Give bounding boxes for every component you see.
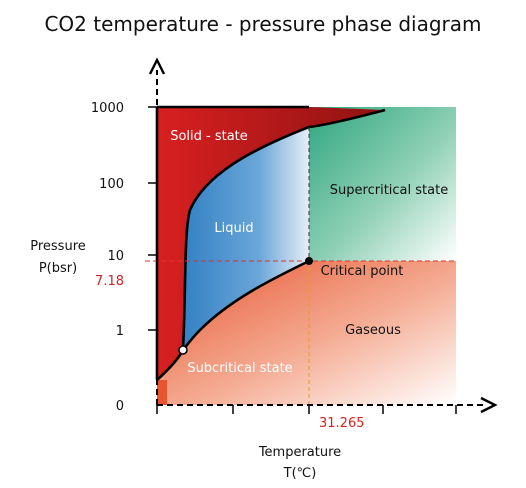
supercritical-label: Supercritical state bbox=[330, 183, 448, 198]
x-axis-unit: T(℃) bbox=[283, 466, 317, 481]
y-tick-label: 10 bbox=[107, 249, 124, 264]
solid-region bbox=[157, 107, 385, 380]
x-axis-arrow bbox=[480, 396, 498, 414]
melting-curve bbox=[181, 108, 386, 351]
y-axis-arrow bbox=[148, 57, 166, 75]
diagram-title: CO2 temperature - pressure phase diagram bbox=[44, 12, 481, 36]
y-tick-label: 1 bbox=[116, 324, 124, 339]
critical-pressure-label: 7.18 bbox=[95, 274, 124, 289]
y-axis-label: Pressure bbox=[30, 239, 86, 254]
solid-state-label: Solid - state bbox=[170, 129, 248, 144]
liquid-region bbox=[183, 127, 309, 350]
liquid-label: Liquid bbox=[214, 221, 253, 236]
critical-point-marker bbox=[305, 257, 313, 265]
vaporization-curve bbox=[181, 259, 310, 351]
y-tick-label: 0 bbox=[116, 399, 124, 414]
y-axis-unit: P(bsr) bbox=[39, 261, 77, 276]
x-axis-label: Temperature bbox=[258, 445, 341, 460]
supercritical-region bbox=[309, 107, 456, 261]
critical-point-label: Critical point bbox=[321, 264, 404, 279]
y-tick-label: 1000 bbox=[91, 101, 124, 116]
triple-point bbox=[178, 345, 188, 355]
gaseous-label: Gaseous bbox=[345, 323, 401, 338]
subcritical-label: Subcritical state bbox=[187, 361, 292, 376]
subcritical-region bbox=[157, 380, 167, 405]
critical-temperature-label: 31.265 bbox=[319, 416, 365, 431]
y-tick-label: 100 bbox=[99, 177, 124, 192]
